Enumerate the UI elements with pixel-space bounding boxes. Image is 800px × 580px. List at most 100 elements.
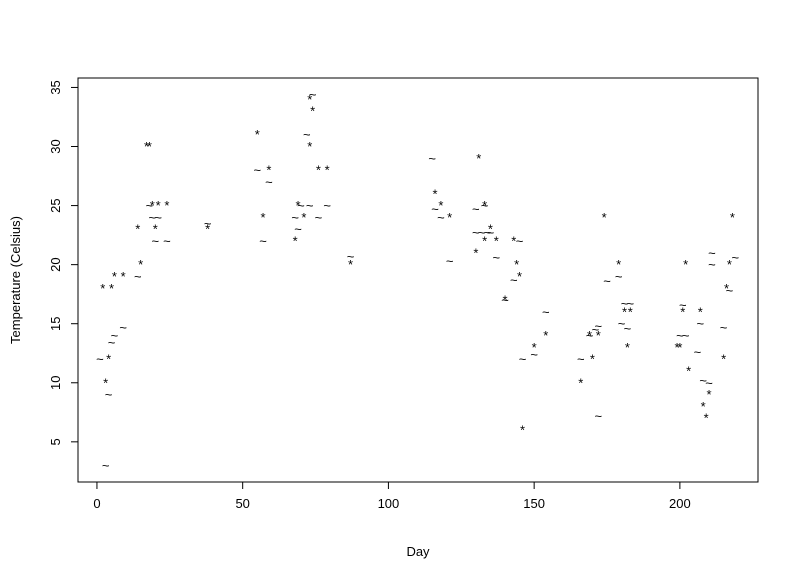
- point: *: [100, 281, 105, 296]
- point: *: [433, 186, 438, 201]
- y-tick-label: 10: [48, 376, 63, 390]
- point: *: [704, 411, 709, 426]
- point: *: [602, 210, 607, 225]
- point: ~: [149, 210, 157, 225]
- point: ~: [676, 328, 684, 343]
- point: *: [511, 234, 516, 249]
- point: ~: [306, 198, 314, 213]
- point: *: [255, 127, 260, 142]
- point: ~: [315, 210, 323, 225]
- point: *: [701, 399, 706, 414]
- point: *: [587, 328, 592, 343]
- point: ~: [134, 269, 142, 284]
- point: ~: [577, 352, 585, 367]
- point: *: [517, 269, 522, 284]
- point: ~: [694, 345, 702, 360]
- point: *: [686, 363, 691, 378]
- point: ~: [294, 222, 302, 237]
- point: ~: [627, 296, 635, 311]
- point: ~: [111, 328, 119, 343]
- plot-box: [77, 77, 759, 483]
- point: *: [514, 257, 519, 272]
- point: *: [153, 222, 158, 237]
- point: ~: [102, 458, 110, 473]
- point: ~: [163, 234, 171, 249]
- point: ~: [530, 347, 538, 362]
- y-tick-label: 20: [48, 257, 63, 271]
- point: *: [727, 257, 732, 272]
- point: ~: [726, 283, 734, 298]
- point: *: [106, 352, 111, 367]
- point: ~: [615, 269, 623, 284]
- point: ~: [428, 151, 436, 166]
- point: *: [447, 210, 452, 225]
- point: ~: [259, 234, 267, 249]
- point: ~: [510, 273, 518, 288]
- point: *: [590, 352, 595, 367]
- point: *: [625, 340, 630, 355]
- point: *: [683, 257, 688, 272]
- point: ~: [323, 198, 331, 213]
- point: ~: [309, 87, 317, 102]
- point: ~: [108, 335, 116, 350]
- x-axis-label: Day: [406, 544, 430, 559]
- point: ~: [253, 163, 261, 178]
- point: *: [316, 163, 321, 178]
- point: *: [138, 257, 143, 272]
- point: ~: [519, 352, 527, 367]
- point: *: [698, 304, 703, 319]
- point: *: [721, 352, 726, 367]
- point: *: [301, 210, 306, 225]
- point: *: [707, 387, 712, 402]
- point: *: [150, 198, 155, 213]
- point: *: [730, 210, 735, 225]
- point: ~: [720, 320, 728, 335]
- point: *: [482, 234, 487, 249]
- point: *: [156, 198, 161, 213]
- point: ~: [708, 245, 716, 260]
- point: *: [103, 375, 108, 390]
- x-tick-label: 150: [523, 496, 545, 511]
- point: *: [325, 163, 330, 178]
- point: ~: [501, 293, 509, 308]
- point: *: [135, 222, 140, 237]
- point: ~: [446, 254, 454, 269]
- point: *: [144, 139, 149, 154]
- point: ~: [594, 408, 602, 423]
- point: *: [532, 340, 537, 355]
- point: ~: [297, 198, 305, 213]
- point: *: [520, 423, 525, 438]
- point: *: [348, 257, 353, 272]
- point: *: [482, 198, 487, 213]
- point: ~: [481, 198, 489, 213]
- point: *: [578, 375, 583, 390]
- point: ~: [592, 322, 600, 337]
- point: ~: [679, 297, 687, 312]
- point: *: [266, 163, 271, 178]
- point: ~: [682, 328, 690, 343]
- point: ~: [347, 249, 355, 264]
- point: ~: [151, 234, 159, 249]
- point: ~: [618, 316, 626, 331]
- point: ~: [708, 257, 716, 272]
- point: *: [494, 234, 499, 249]
- point: *: [677, 340, 682, 355]
- y-tick-label: 25: [48, 198, 63, 212]
- point: *: [109, 281, 114, 296]
- point: *: [205, 222, 210, 237]
- x-tick-label: 200: [669, 496, 691, 511]
- point: ~: [594, 319, 602, 334]
- point: ~: [542, 304, 550, 319]
- point: ~: [105, 387, 113, 402]
- point: ~: [146, 198, 154, 213]
- point: ~: [472, 225, 480, 240]
- point: *: [307, 92, 312, 107]
- point: ~: [484, 225, 492, 240]
- point: *: [596, 328, 601, 343]
- point: ~: [586, 328, 594, 343]
- point: *: [261, 210, 266, 225]
- x-tick-label: 100: [378, 496, 400, 511]
- point: *: [476, 151, 481, 166]
